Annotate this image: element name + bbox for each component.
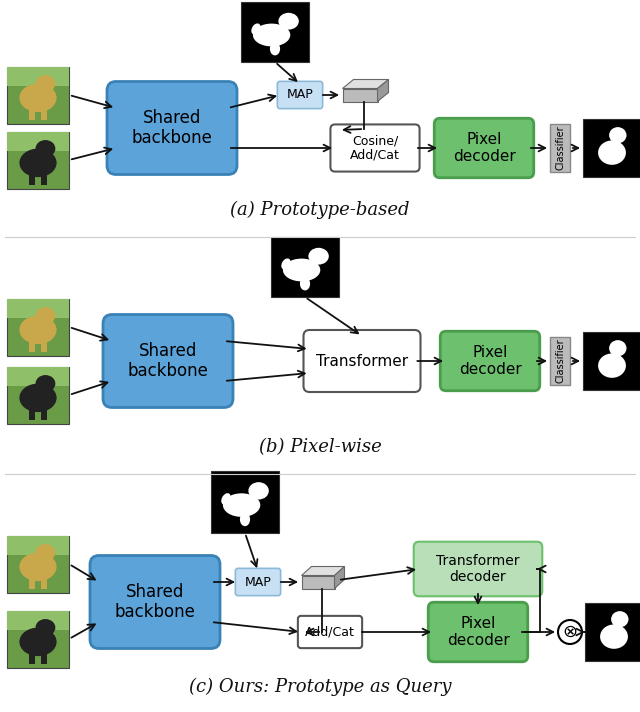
Text: Add/Cat: Add/Cat bbox=[305, 626, 355, 639]
Ellipse shape bbox=[35, 140, 56, 157]
Ellipse shape bbox=[253, 23, 291, 46]
Ellipse shape bbox=[19, 149, 56, 177]
Bar bbox=[7, 66, 69, 123]
Ellipse shape bbox=[300, 277, 310, 290]
Bar bbox=[7, 298, 69, 318]
Bar bbox=[29, 341, 35, 352]
Bar bbox=[29, 109, 35, 120]
Ellipse shape bbox=[600, 624, 628, 649]
Bar bbox=[29, 409, 35, 419]
Bar bbox=[550, 337, 570, 385]
Bar bbox=[7, 610, 69, 668]
Text: Transformer
decoder: Transformer decoder bbox=[436, 554, 520, 584]
FancyBboxPatch shape bbox=[90, 555, 220, 649]
Ellipse shape bbox=[19, 553, 56, 581]
Ellipse shape bbox=[35, 375, 56, 392]
Bar bbox=[7, 298, 69, 355]
Ellipse shape bbox=[35, 75, 56, 92]
Ellipse shape bbox=[283, 258, 320, 281]
Bar bbox=[29, 174, 35, 184]
FancyBboxPatch shape bbox=[103, 315, 233, 407]
Ellipse shape bbox=[611, 611, 628, 627]
Ellipse shape bbox=[252, 23, 260, 35]
Ellipse shape bbox=[598, 353, 626, 378]
FancyBboxPatch shape bbox=[107, 81, 237, 174]
Text: (c) Ours: Prototype as Query: (c) Ours: Prototype as Query bbox=[189, 678, 451, 696]
Text: Pixel
decoder: Pixel decoder bbox=[459, 345, 522, 377]
Bar bbox=[271, 237, 339, 297]
Ellipse shape bbox=[35, 619, 56, 636]
Polygon shape bbox=[342, 80, 388, 88]
Ellipse shape bbox=[35, 544, 56, 561]
Bar bbox=[7, 132, 69, 152]
Text: (b) Pixel-wise: (b) Pixel-wise bbox=[259, 438, 381, 456]
Bar bbox=[29, 578, 35, 589]
Ellipse shape bbox=[221, 493, 230, 505]
Text: Transformer: Transformer bbox=[316, 353, 408, 369]
Ellipse shape bbox=[19, 627, 56, 656]
Ellipse shape bbox=[35, 307, 56, 324]
Text: Pixel
decoder: Pixel decoder bbox=[447, 616, 509, 648]
Bar bbox=[7, 66, 69, 86]
FancyBboxPatch shape bbox=[428, 602, 528, 661]
Bar bbox=[41, 409, 47, 419]
Polygon shape bbox=[378, 80, 388, 102]
Bar bbox=[583, 332, 640, 390]
Bar bbox=[583, 119, 640, 177]
Ellipse shape bbox=[278, 13, 299, 30]
Bar bbox=[41, 653, 47, 664]
Bar bbox=[41, 578, 47, 589]
Bar bbox=[41, 341, 47, 352]
Text: Shared
backbone: Shared backbone bbox=[115, 582, 195, 622]
Ellipse shape bbox=[223, 493, 260, 517]
Text: Shared
backbone: Shared backbone bbox=[127, 342, 209, 380]
FancyBboxPatch shape bbox=[435, 118, 534, 178]
FancyBboxPatch shape bbox=[298, 616, 362, 648]
Text: MAP: MAP bbox=[287, 88, 314, 102]
Bar bbox=[29, 653, 35, 664]
Polygon shape bbox=[335, 567, 344, 589]
Text: Classifier: Classifier bbox=[555, 339, 565, 383]
Polygon shape bbox=[342, 88, 378, 102]
FancyBboxPatch shape bbox=[440, 331, 540, 391]
Bar bbox=[7, 367, 69, 387]
Text: (a) Prototype-based: (a) Prototype-based bbox=[230, 201, 410, 219]
FancyBboxPatch shape bbox=[413, 542, 542, 596]
Text: $\otimes$: $\otimes$ bbox=[563, 623, 578, 641]
Ellipse shape bbox=[609, 127, 627, 143]
Bar bbox=[41, 174, 47, 184]
Ellipse shape bbox=[282, 258, 291, 270]
Bar bbox=[550, 124, 570, 172]
Polygon shape bbox=[301, 567, 344, 575]
FancyBboxPatch shape bbox=[303, 330, 420, 392]
Ellipse shape bbox=[19, 83, 56, 112]
Ellipse shape bbox=[248, 482, 269, 500]
FancyBboxPatch shape bbox=[330, 125, 420, 172]
Bar bbox=[41, 109, 47, 120]
Text: Cosine/
Add/Cat: Cosine/ Add/Cat bbox=[350, 134, 400, 162]
Ellipse shape bbox=[308, 248, 329, 265]
Bar bbox=[211, 471, 279, 533]
Text: MAP: MAP bbox=[244, 575, 271, 589]
Bar bbox=[7, 535, 69, 555]
Ellipse shape bbox=[240, 513, 250, 526]
Text: Shared
backbone: Shared backbone bbox=[132, 109, 212, 147]
Ellipse shape bbox=[609, 340, 627, 357]
Circle shape bbox=[558, 620, 582, 644]
Ellipse shape bbox=[19, 315, 56, 344]
Ellipse shape bbox=[270, 42, 280, 56]
FancyBboxPatch shape bbox=[277, 81, 323, 109]
Bar bbox=[7, 610, 69, 630]
Text: Classifier: Classifier bbox=[555, 126, 565, 170]
FancyBboxPatch shape bbox=[236, 568, 280, 596]
Bar bbox=[585, 603, 640, 661]
Bar bbox=[7, 535, 69, 592]
Polygon shape bbox=[301, 575, 335, 589]
Ellipse shape bbox=[598, 140, 626, 164]
Bar bbox=[7, 367, 69, 424]
Bar bbox=[7, 132, 69, 189]
Bar bbox=[241, 2, 309, 62]
Ellipse shape bbox=[19, 384, 56, 412]
Text: Pixel
decoder: Pixel decoder bbox=[452, 132, 515, 164]
